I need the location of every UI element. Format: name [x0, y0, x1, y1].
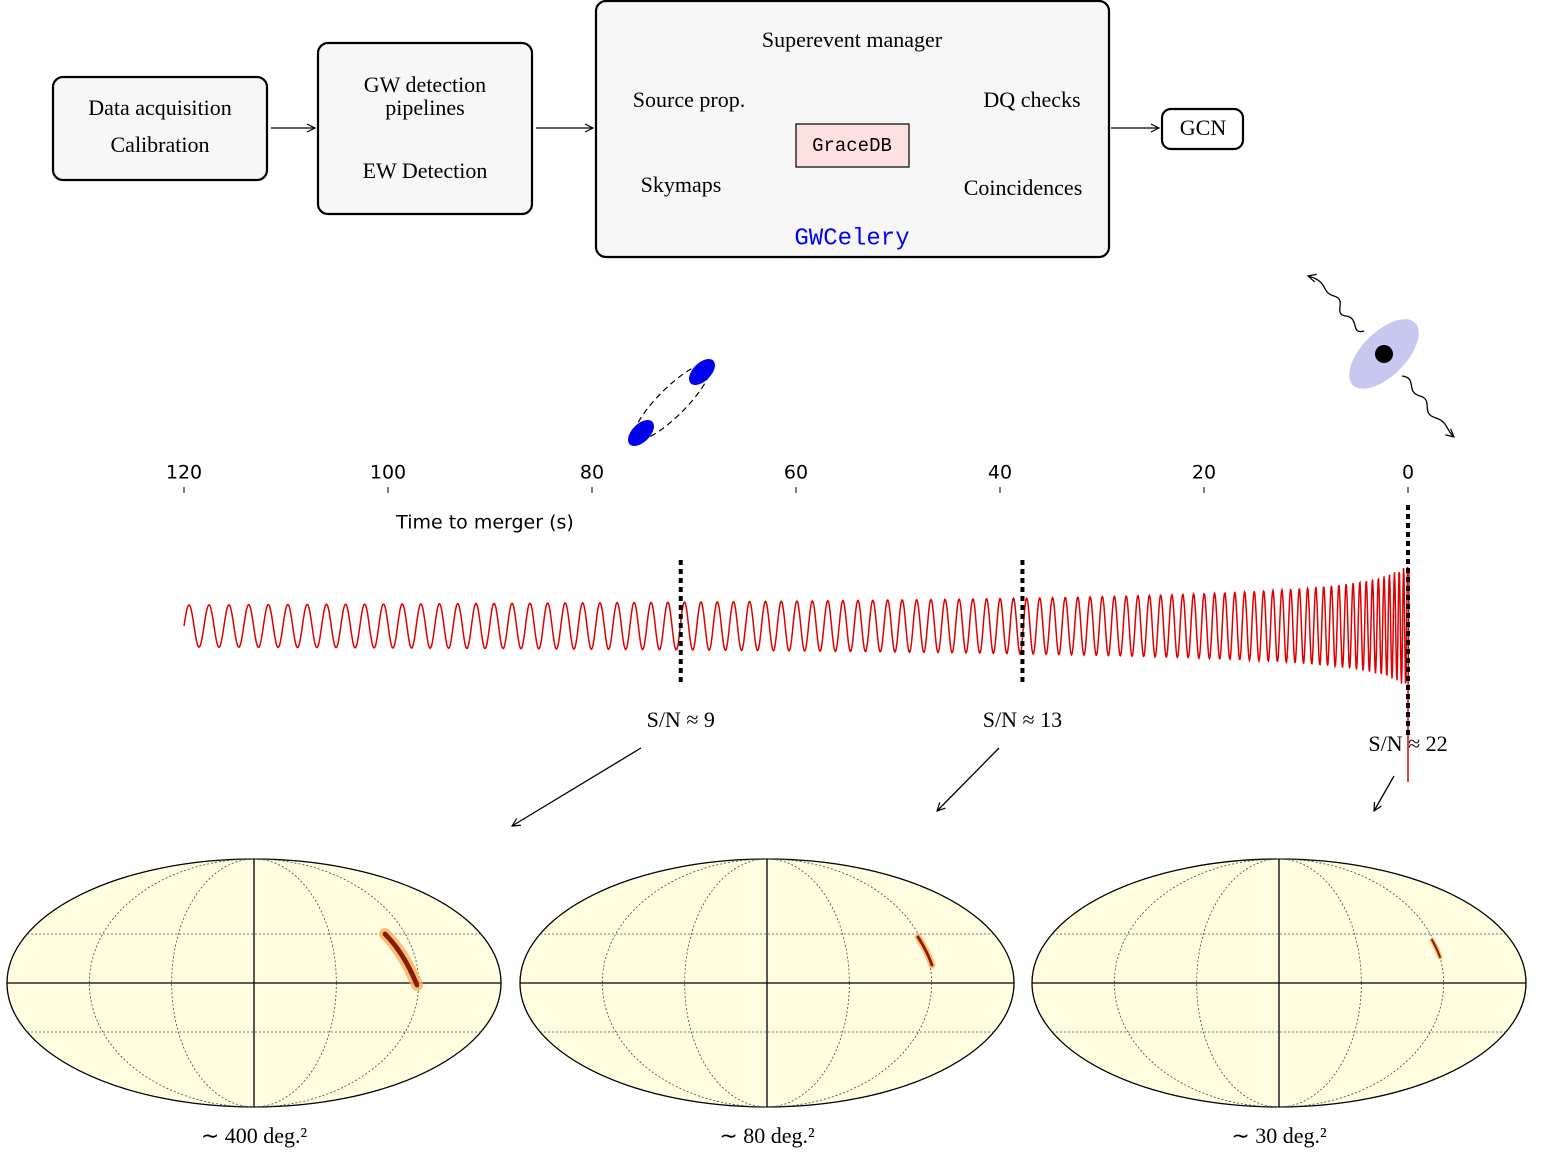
tick-label: 20: [1192, 462, 1216, 484]
waveform: [184, 567, 1409, 782]
skymap-label: ∼ 80 deg.²: [719, 1123, 815, 1148]
tick-label: 0: [1402, 462, 1414, 484]
tick-label: 120: [166, 462, 202, 484]
box-text: Coincidences: [964, 175, 1083, 200]
marker-label: S/N ≈ 22: [1368, 731, 1447, 756]
page: Data acquisition Calibration GW detectio…: [0, 0, 1544, 1154]
box-text: DQ checks: [983, 87, 1080, 112]
box-text: Calibration: [111, 132, 210, 157]
box-text: EW Detection: [363, 158, 488, 183]
box-text: GW detection: [364, 72, 486, 97]
timeline: 120 100 80 60 40 20 0 S/N ≈ 9 S/N ≈ 13 S/N ≈ 22: [166, 462, 1448, 783]
arrow: [937, 748, 999, 811]
marker-label: S/N ≈ 13: [983, 707, 1062, 732]
skymaps: ∼ 400 deg.² ∼ 80 deg.² ∼ 30 deg.²: [7, 859, 1526, 1148]
skymap-label: ∼ 30 deg.²: [1231, 1123, 1327, 1148]
box-text: Skymaps: [641, 172, 722, 197]
marker-label: S/N ≈ 9: [647, 707, 715, 732]
box-text: Source prop.: [633, 87, 745, 112]
skymap: ∼ 80 deg.²: [520, 859, 1014, 1148]
tick-label: 40: [988, 462, 1012, 484]
box-text: pipelines: [385, 95, 464, 120]
skymap-label: ∼ 400 deg.²: [201, 1123, 308, 1148]
remnant-icon: [1308, 276, 1454, 437]
tick-label: 60: [784, 462, 808, 484]
arrow: [512, 748, 641, 826]
figure: Data acquisition Calibration GW detectio…: [0, 0, 1544, 1154]
detection-box: [318, 43, 532, 214]
box-text: GraceDB: [812, 135, 892, 157]
arrow: [1374, 776, 1394, 811]
tick-label: 100: [370, 462, 406, 484]
binary-icon: [623, 354, 719, 450]
tick-label: 80: [580, 462, 604, 484]
acquisition-box: [53, 77, 267, 180]
axis-label: Time to merger (s): [395, 512, 574, 534]
box-text: GWCelery: [794, 225, 909, 252]
skymap: ∼ 400 deg.²: [7, 859, 501, 1148]
box-text: Superevent manager: [762, 27, 943, 52]
box-text: Data acquisition: [88, 95, 232, 120]
skymap: ∼ 30 deg.²: [1032, 859, 1526, 1148]
box-text: GCN: [1180, 115, 1227, 140]
